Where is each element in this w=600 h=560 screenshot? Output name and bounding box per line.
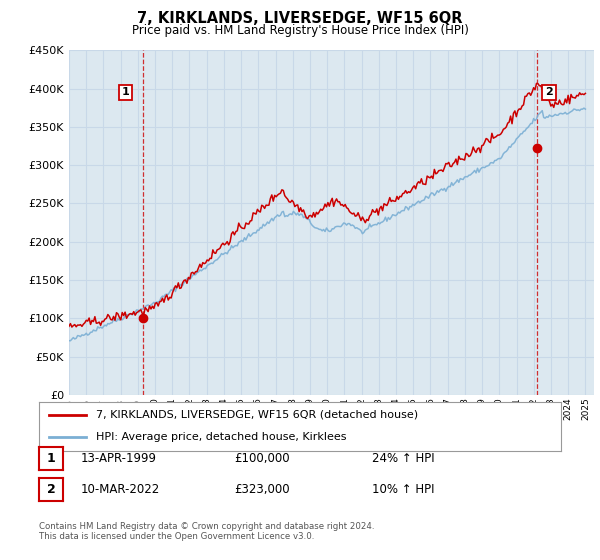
Text: 2: 2 [47,483,55,496]
Text: HPI: Average price, detached house, Kirklees: HPI: Average price, detached house, Kirk… [97,432,347,442]
Text: £323,000: £323,000 [234,483,290,496]
Text: Price paid vs. HM Land Registry's House Price Index (HPI): Price paid vs. HM Land Registry's House … [131,24,469,36]
Text: £100,000: £100,000 [234,452,290,465]
Text: 7, KIRKLANDS, LIVERSEDGE, WF15 6QR: 7, KIRKLANDS, LIVERSEDGE, WF15 6QR [137,11,463,26]
Text: 7, KIRKLANDS, LIVERSEDGE, WF15 6QR (detached house): 7, KIRKLANDS, LIVERSEDGE, WF15 6QR (deta… [97,410,419,420]
Text: 10-MAR-2022: 10-MAR-2022 [81,483,160,496]
Text: 24% ↑ HPI: 24% ↑ HPI [372,452,434,465]
Text: Contains HM Land Registry data © Crown copyright and database right 2024.
This d: Contains HM Land Registry data © Crown c… [39,522,374,542]
Text: 10% ↑ HPI: 10% ↑ HPI [372,483,434,496]
Text: 13-APR-1999: 13-APR-1999 [81,452,157,465]
Text: 2: 2 [545,87,553,97]
Text: 1: 1 [122,87,130,97]
Text: 1: 1 [47,452,55,465]
